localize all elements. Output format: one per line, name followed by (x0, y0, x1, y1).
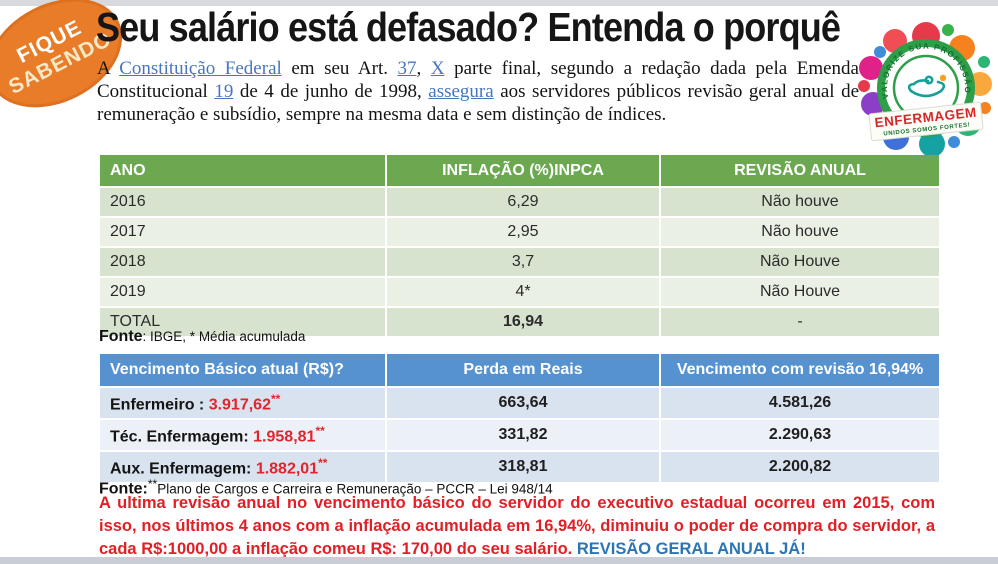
revised-salary-cell: 2.200,82 (661, 452, 939, 482)
header-inflacao: INFLAÇÃO (%)INPCA (387, 155, 659, 186)
current-salary: 1.882,01 (255, 460, 319, 478)
link-art-37[interactable]: 37 (397, 58, 417, 79)
lamp-flame (939, 74, 947, 82)
header-vencimento-revisao: Vencimento com revisão 16,94% (661, 354, 939, 386)
role-label: Aux. Enfermagem: (110, 460, 256, 478)
role-salary-cell: Aux. Enfermagem: 1.882,01** (100, 452, 385, 482)
link-emenda-19[interactable]: 19 (214, 81, 234, 103)
table-row: 2017 2,95 Não houve (100, 218, 939, 246)
footnote-stars: ** (315, 423, 325, 438)
year-cell: 2018 (100, 248, 385, 276)
revision-cell: Não Houve (661, 278, 939, 306)
year-cell: 2019 (100, 278, 385, 306)
inflation-header-row: ANO INFLAÇÃO (%)INPCA REVISÃO ANUAL (100, 155, 939, 186)
link-constituicao-federal[interactable]: Constituição Federal (119, 58, 282, 79)
table-row: Aux. Enfermagem: 1.882,01** 318,81 2.200… (100, 452, 939, 482)
warning-text: A ultima revisão anual no vencimento bás… (99, 494, 935, 558)
current-salary: 1.958,81 (253, 428, 316, 446)
header-ano: ANO (100, 155, 385, 186)
year-cell: 2017 (100, 218, 385, 246)
total-revision-cell: - (661, 308, 939, 336)
table-row: 2016 6,29 Não houve (100, 188, 939, 216)
warning-paragraph: A ultima revisão anual no vencimento bás… (99, 492, 935, 561)
loss-cell: 663,64 (387, 388, 659, 418)
revision-cell: Não houve (661, 188, 939, 216)
fonte-stars: ** (147, 477, 158, 491)
fonte-label: Fonte: (99, 480, 148, 498)
inflation-table: ANO INFLAÇÃO (%)INPCA REVISÃO ANUAL 2016… (98, 153, 941, 338)
role-label: Téc. Enfermagem: (110, 428, 254, 446)
inflation-cell: 2,95 (387, 218, 659, 246)
top-border-strip (0, 0, 998, 6)
table-row: Téc. Enfermagem: 1.958,81** 331,82 2.290… (100, 420, 939, 450)
page-title: Seu salário está defasado? Entenda o por… (96, 4, 841, 50)
link-inciso-x[interactable]: X (430, 58, 445, 79)
inflation-cell: 4* (387, 278, 659, 306)
table-row: Enfermeiro : 3.917,62** 663,64 4.581,26 (100, 388, 939, 418)
intro-text: em seu Art. (281, 58, 398, 79)
footnote-stars: ** (318, 455, 328, 470)
role-salary-cell: Téc. Enfermagem: 1.958,81** (100, 420, 385, 450)
enfermagem-logo: VALORIZE SUA PROFISSÃO ENFERMAGEM UNIDOS… (858, 22, 992, 157)
bottom-border-strip (0, 557, 998, 564)
header-vencimento-atual: Vencimento Básico atual (R$)? (100, 354, 385, 386)
inflation-cell: 6,29 (387, 188, 659, 216)
intro-text: , (416, 58, 431, 79)
current-salary: 3.917,62 (208, 396, 271, 414)
salary-source-note: Fonte:**Plano de Cargos e Carreira e Rem… (99, 477, 553, 499)
revised-salary-cell: 4.581,26 (661, 388, 939, 418)
intro-paragraph: A Constituição Federal em seu Art. 37, X… (97, 57, 859, 127)
table-row: 2019 4* Não Houve (100, 278, 939, 306)
total-inflation-cell: 16,94 (387, 308, 659, 336)
year-cell: 2016 (100, 188, 385, 216)
salary-table: Vencimento Básico atual (R$)? Perda em R… (98, 352, 941, 484)
fonte-label: Fonte (99, 328, 143, 345)
loss-cell: 318,81 (387, 452, 659, 482)
fonte-text: Plano de Cargos e Carreira e Remuneração… (157, 481, 553, 497)
salary-header-row: Vencimento Básico atual (R$)? Perda em R… (100, 354, 939, 386)
loss-cell: 331,82 (387, 420, 659, 450)
role-label: Enfermeiro : (110, 396, 209, 414)
nursing-lamp-icon (907, 75, 946, 98)
revision-cell: Não Houve (661, 248, 939, 276)
intro-text: parte final, segundo a redação dada pela… (97, 58, 859, 103)
logo-banner (868, 101, 984, 142)
link-assegura[interactable]: assegura (428, 81, 494, 103)
fonte-text: : IBGE, * Média acumulada (142, 329, 306, 344)
role-salary-cell: Enfermeiro : 3.917,62** (100, 388, 385, 418)
total-label-cell: TOTAL (100, 308, 385, 336)
header-revisao: REVISÃO ANUAL (661, 155, 939, 186)
revised-salary-cell: 2.290,63 (661, 420, 939, 450)
revision-cell: Não houve (661, 218, 939, 246)
intro-text: aos servidores públicos revisão geral an… (97, 81, 860, 126)
table-row-total: TOTAL 16,94 - (100, 308, 939, 336)
inflation-cell: 3,7 (387, 248, 659, 276)
inflation-source-note: Fonte: IBGE, * Média acumulada (99, 328, 305, 346)
intro-text: A (97, 58, 120, 79)
table-row: 2018 3,7 Não Houve (100, 248, 939, 276)
cta-text: REVISÃO GERAL ANUAL JÁ! (576, 540, 806, 558)
header-perda: Perda em Reais (387, 354, 659, 386)
footnote-stars: ** (270, 391, 281, 406)
intro-text: de 4 de junho de 1998, (233, 81, 429, 103)
